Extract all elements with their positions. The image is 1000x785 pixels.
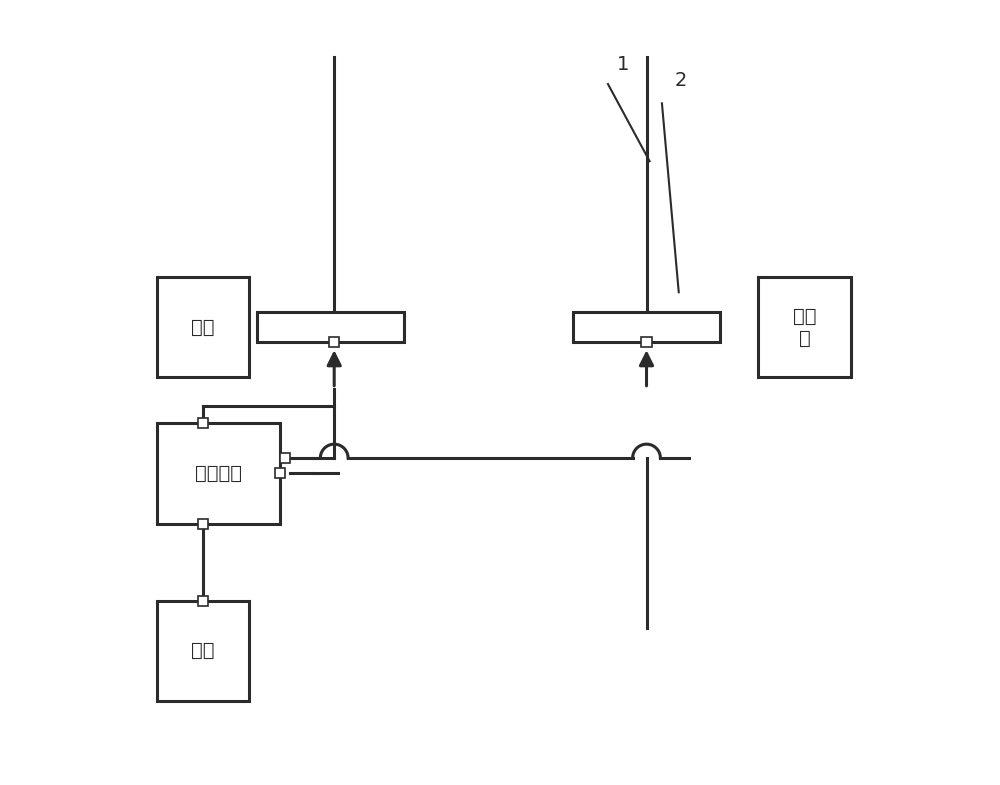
- Text: 平衡部件: 平衡部件: [195, 464, 242, 483]
- Text: 探测
器: 探测 器: [793, 306, 816, 348]
- Bar: [198, 596, 208, 606]
- Bar: [157, 277, 249, 377]
- Bar: [573, 312, 720, 342]
- Bar: [257, 312, 404, 342]
- Bar: [329, 338, 339, 348]
- Bar: [198, 519, 208, 528]
- Bar: [280, 453, 290, 463]
- Text: 气源: 气源: [191, 641, 215, 660]
- Bar: [641, 338, 652, 348]
- Bar: [157, 601, 249, 701]
- Text: 光源: 光源: [191, 317, 215, 337]
- Bar: [275, 469, 285, 479]
- Bar: [198, 418, 208, 429]
- Text: 1: 1: [617, 55, 630, 75]
- Bar: [157, 423, 280, 524]
- Bar: [758, 277, 851, 377]
- Text: 2: 2: [675, 71, 687, 89]
